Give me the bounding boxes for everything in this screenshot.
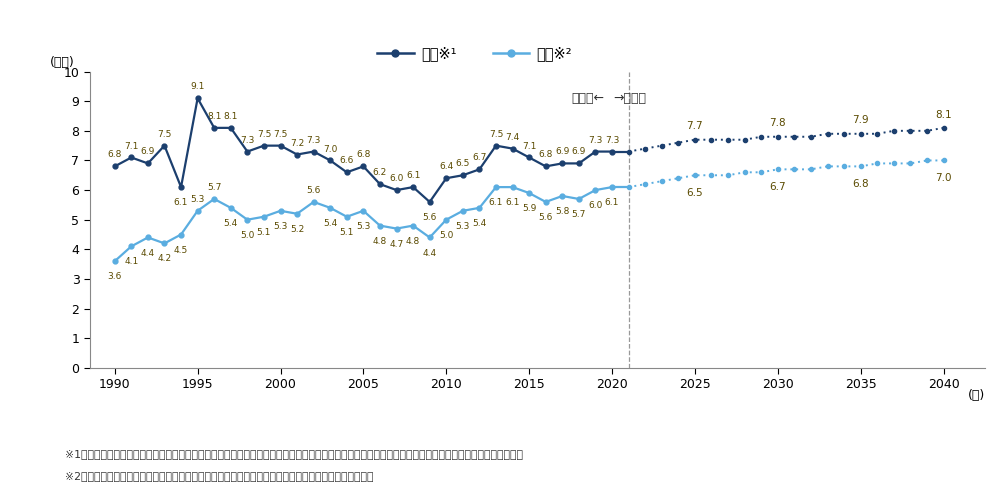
Text: 5.6: 5.6 (306, 186, 321, 195)
Text: 6.7: 6.7 (472, 153, 487, 163)
Text: 4.7: 4.7 (389, 240, 404, 248)
Text: 5.7: 5.7 (572, 210, 586, 219)
Text: 5.6: 5.6 (423, 213, 437, 222)
Text: 5.6: 5.6 (539, 213, 553, 222)
Text: 5.3: 5.3 (190, 195, 205, 204)
Text: 7.5: 7.5 (257, 130, 271, 138)
Text: 7.3: 7.3 (240, 136, 255, 145)
Text: 7.5: 7.5 (273, 130, 288, 138)
Text: 5.1: 5.1 (257, 228, 271, 237)
Text: 5.0: 5.0 (240, 231, 255, 240)
Text: 6.9: 6.9 (555, 147, 569, 157)
Text: 5.4: 5.4 (224, 219, 238, 228)
Text: 6.4: 6.4 (439, 163, 453, 171)
Text: 7.5: 7.5 (157, 130, 172, 138)
Text: 5.7: 5.7 (207, 183, 221, 192)
Text: 7.5: 7.5 (489, 130, 503, 138)
Text: 9.1: 9.1 (190, 82, 205, 91)
Text: 7.3: 7.3 (306, 136, 321, 145)
Text: 7.3: 7.3 (588, 136, 603, 145)
Text: 7.3: 7.3 (605, 136, 619, 145)
Text: 4.4: 4.4 (423, 248, 437, 258)
Text: 7.0: 7.0 (323, 144, 337, 154)
Text: 5.3: 5.3 (273, 222, 288, 231)
Text: 5.2: 5.2 (290, 225, 304, 234)
Text: 6.7: 6.7 (769, 182, 786, 192)
Text: 6.1: 6.1 (605, 198, 619, 207)
Text: 8.1: 8.1 (207, 112, 221, 121)
Text: 7.2: 7.2 (290, 138, 304, 148)
Text: (年): (年) (968, 388, 985, 402)
Text: 6.8: 6.8 (539, 150, 553, 160)
Text: 5.0: 5.0 (439, 231, 453, 240)
Text: 7.9: 7.9 (852, 115, 869, 126)
Text: 5.3: 5.3 (456, 222, 470, 231)
Text: (兆円): (兆円) (50, 55, 74, 69)
Text: 7.1: 7.1 (522, 141, 536, 151)
Text: 6.8: 6.8 (852, 179, 869, 189)
Text: 実績値←: 実績値← (572, 92, 605, 106)
Text: 4.5: 4.5 (174, 246, 188, 255)
Text: 4.4: 4.4 (141, 248, 155, 258)
Text: 7.0: 7.0 (935, 173, 952, 183)
Text: 6.5: 6.5 (687, 188, 703, 198)
Text: 3.6: 3.6 (108, 273, 122, 281)
Text: 5.8: 5.8 (555, 207, 569, 216)
Text: 6.1: 6.1 (505, 198, 520, 207)
Text: 6.5: 6.5 (456, 159, 470, 168)
Text: 4.8: 4.8 (373, 237, 387, 246)
Text: 6.1: 6.1 (406, 171, 420, 180)
Text: 5.1: 5.1 (340, 228, 354, 237)
Text: 4.8: 4.8 (406, 237, 420, 246)
Text: 5.4: 5.4 (323, 219, 337, 228)
Text: 6.2: 6.2 (373, 168, 387, 177)
Text: 6.9: 6.9 (572, 147, 586, 157)
Text: 7.7: 7.7 (687, 121, 703, 132)
Text: 6.8: 6.8 (108, 150, 122, 160)
Text: 7.4: 7.4 (505, 133, 520, 142)
Text: →予測値: →予測値 (614, 92, 647, 106)
Text: 7.1: 7.1 (124, 141, 139, 151)
Legend: 広義※¹, 狭義※²: 広義※¹, 狭義※² (371, 40, 578, 67)
Text: 4.2: 4.2 (157, 254, 172, 264)
Text: ※2　狭義：「住宅着工統計上『新設住宅』に計上される増範・改範工事」及び「設備等の修纕維持費」: ※2 狭義：「住宅着工統計上『新設住宅』に計上される増範・改範工事」及び「設備等… (65, 471, 374, 481)
Text: 6.0: 6.0 (389, 174, 404, 183)
Text: 8.1: 8.1 (935, 109, 952, 119)
Text: 7.8: 7.8 (769, 118, 786, 129)
Text: 5.4: 5.4 (472, 219, 487, 228)
Text: 6.0: 6.0 (588, 201, 603, 210)
Text: 5.3: 5.3 (356, 222, 371, 231)
Text: 5.9: 5.9 (522, 204, 536, 213)
Text: 6.1: 6.1 (174, 198, 188, 207)
Text: 8.1: 8.1 (224, 112, 238, 121)
Text: 6.8: 6.8 (356, 150, 371, 160)
Text: 6.1: 6.1 (489, 198, 503, 207)
Text: ※1　広義：狭義のリフォーム市場規模に「エアコンや家具等のリフォームに関連する耕久消費財、インテリア商品等の購入費を含めた金額」を加えたもの: ※1 広義：狭義のリフォーム市場規模に「エアコンや家具等のリフォームに関連する耕… (65, 449, 523, 459)
Text: 6.6: 6.6 (340, 156, 354, 165)
Text: 4.1: 4.1 (124, 257, 138, 267)
Text: 6.9: 6.9 (141, 147, 155, 157)
